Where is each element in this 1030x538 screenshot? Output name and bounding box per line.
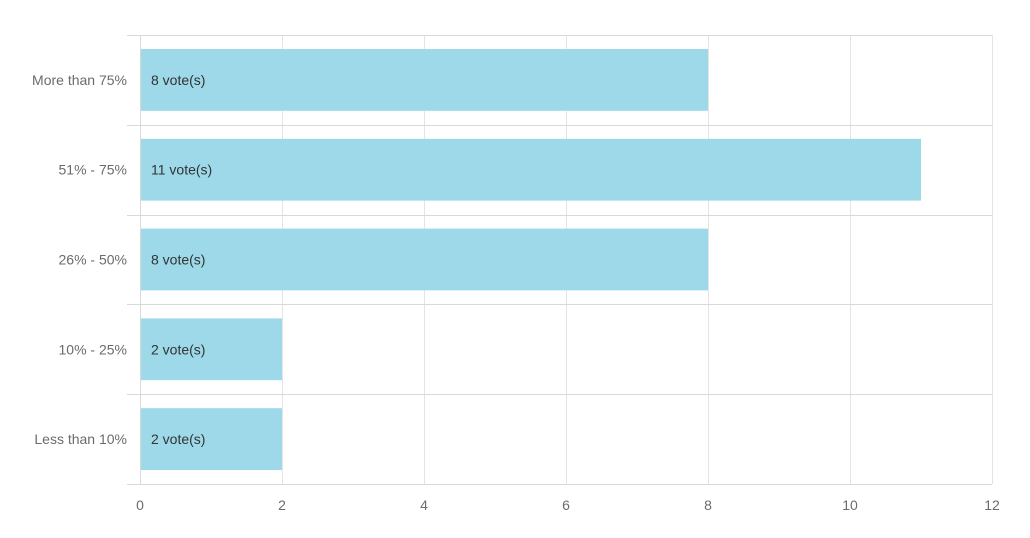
chart-frame [127, 35, 992, 485]
labels-layer: More than 75% 8 vote(s) 51% - 75% 11 vote(s… [32, 72, 212, 447]
category-label: 51% - 75% [59, 162, 127, 178]
x-tick-label: 2 [278, 497, 286, 513]
category-label: 26% - 50% [59, 252, 127, 268]
category-label: Less than 10% [34, 431, 127, 447]
bar[interactable] [141, 138, 921, 201]
bar-value-label: 8 vote(s) [151, 252, 205, 268]
x-tick-label: 10 [842, 497, 858, 513]
x-tick-label: 4 [420, 497, 428, 513]
bar-value-label: 2 vote(s) [151, 341, 205, 357]
bar[interactable] [141, 228, 708, 291]
bar[interactable] [141, 318, 282, 381]
bar[interactable] [141, 408, 282, 470]
x-axis-ticks: 0 2 4 6 8 10 12 [136, 497, 1000, 513]
bar-value-label: 2 vote(s) [151, 431, 205, 447]
bar-value-label: 11 vote(s) [151, 162, 212, 178]
category-label: More than 75% [32, 72, 127, 88]
bar-value-label: 8 vote(s) [151, 72, 205, 88]
x-tick-label: 12 [984, 497, 1000, 513]
x-tick-label: 0 [136, 497, 144, 513]
bar[interactable] [141, 49, 708, 111]
x-tick-label: 6 [562, 497, 570, 513]
bars-layer [141, 49, 921, 470]
category-label: 10% - 25% [59, 341, 127, 357]
x-tick-label: 8 [704, 497, 712, 513]
